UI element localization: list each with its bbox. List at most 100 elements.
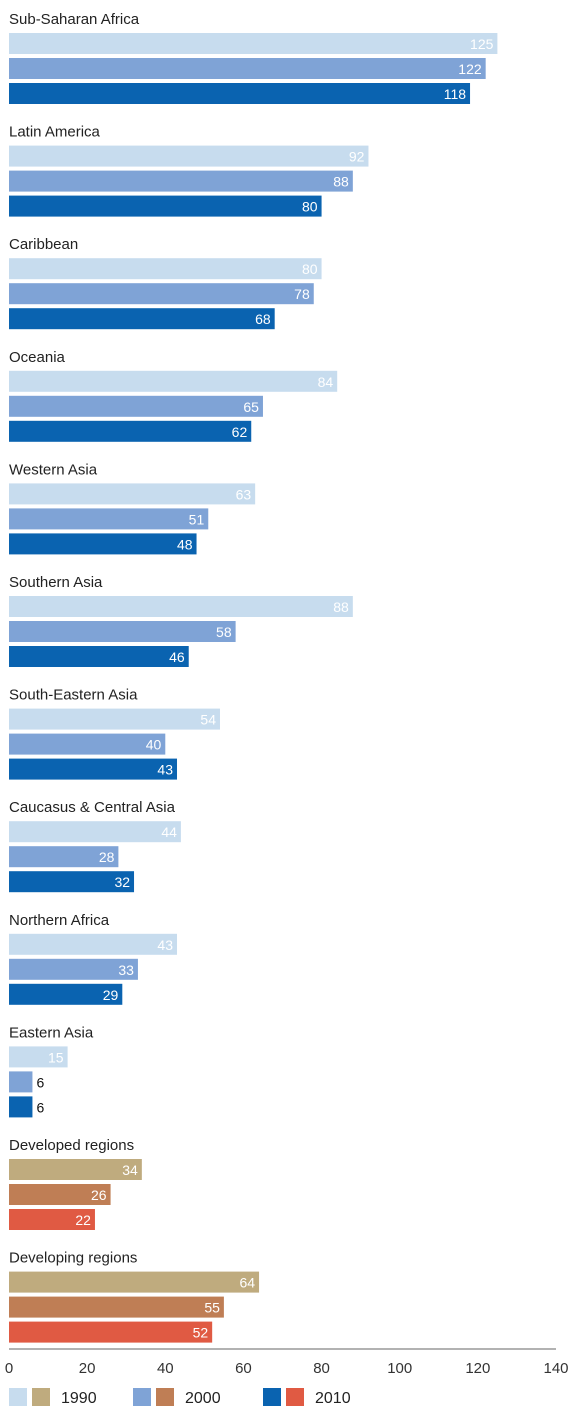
bar [9, 33, 498, 54]
bar [9, 871, 135, 893]
x-tick-label: 40 [157, 1360, 174, 1377]
bar [9, 933, 178, 955]
bar-value-label: 55 [204, 1300, 220, 1316]
bar-group: Caribbean 80 78 68 [9, 236, 322, 330]
bar-value-label: 40 [146, 737, 162, 753]
legend-item: 2000 [133, 1388, 221, 1407]
bar-value-label: 62 [232, 424, 248, 440]
bar [9, 708, 220, 730]
bar-value-label: 22 [75, 1212, 91, 1228]
bar-value-label: 88 [333, 599, 349, 615]
bar-value-label: 29 [103, 987, 119, 1003]
bar-group: Oceania 84 65 62 [9, 349, 338, 442]
x-tick-label: 20 [79, 1360, 96, 1377]
x-tick-label: 100 [387, 1360, 412, 1377]
bar-value-label: 43 [157, 937, 173, 953]
category-label: Caucasus & Central Asia [9, 799, 176, 816]
category-label: Oceania [9, 349, 66, 366]
bar [9, 258, 322, 280]
legend-swatch [263, 1388, 281, 1406]
legend-swatch [286, 1388, 304, 1406]
bar-value-label: 34 [122, 1162, 138, 1178]
legend-swatch [32, 1388, 50, 1406]
bar [9, 1046, 68, 1068]
legend-item: 1990 [9, 1388, 97, 1407]
category-label: Southern Asia [9, 574, 103, 591]
bar-value-label: 65 [243, 399, 259, 415]
bar [9, 533, 197, 555]
category-label: Developing regions [9, 1250, 137, 1267]
bar [9, 1096, 33, 1118]
bar-value-label: 125 [470, 36, 494, 52]
bar-group: Northern Africa 43 33 29 [9, 912, 178, 1005]
bar [9, 195, 322, 217]
bar-value-label: 92 [349, 149, 365, 165]
bar [9, 308, 275, 330]
bar-value-label: 28 [99, 849, 115, 865]
bar-value-label: 6 [36, 1099, 44, 1115]
bar-group: Developing regions 64 55 52 [9, 1250, 260, 1343]
bar-value-label: 43 [157, 762, 173, 778]
legend-item: 2010 [263, 1388, 351, 1407]
bar-group: Caucasus & Central Asia 44 28 32 [9, 799, 181, 893]
bar-value-label: 68 [255, 311, 271, 327]
category-label: South-Eastern Asia [9, 687, 138, 704]
bar [9, 983, 123, 1005]
bar [9, 846, 119, 868]
bar-value-label: 32 [114, 874, 130, 890]
bar [9, 1296, 224, 1318]
bar [9, 1271, 260, 1293]
bar-value-label: 80 [302, 199, 318, 215]
bar [9, 145, 369, 167]
x-axis: 0 20 40 60 80 100 120 140 [5, 1348, 569, 1377]
x-tick-label: 140 [543, 1360, 568, 1377]
bar [9, 646, 189, 667]
bar-value-label: 58 [216, 624, 232, 640]
bar [9, 370, 338, 392]
bar-group: Western Asia 63 51 48 [9, 461, 256, 555]
bar-value-label: 26 [91, 1187, 107, 1203]
bar [9, 1184, 111, 1205]
bar [9, 395, 263, 417]
category-label: Latin America [9, 124, 101, 141]
bar [9, 1321, 213, 1343]
bar [9, 58, 486, 79]
bar [9, 1209, 95, 1230]
bar-value-label: 33 [118, 962, 134, 978]
bar [9, 821, 181, 843]
bar-value-label: 48 [177, 536, 193, 552]
x-tick-label: 60 [235, 1360, 252, 1377]
bar [9, 420, 252, 442]
legend-swatch [156, 1388, 174, 1406]
legend: 1990 2000 2010 [9, 1388, 351, 1407]
bar-value-label: 118 [444, 86, 467, 102]
bar-group: Southern Asia 88 58 46 [9, 574, 353, 667]
bar-group: Sub-Saharan Africa 125 122 118 [9, 11, 498, 104]
category-label: Northern Africa [9, 912, 110, 929]
x-tick-label: 80 [313, 1360, 330, 1377]
bar [9, 283, 314, 305]
bar-value-label: 78 [294, 286, 310, 302]
bar [9, 958, 138, 980]
bar-group: South-Eastern Asia 54 40 43 [9, 687, 220, 780]
bar [9, 758, 178, 780]
legend-swatch [133, 1388, 151, 1406]
bar-value-label: 52 [193, 1325, 209, 1341]
bar-value-label: 80 [302, 261, 318, 277]
legend-label: 2000 [185, 1390, 221, 1407]
category-label: Eastern Asia [9, 1024, 94, 1041]
bar [9, 508, 209, 530]
bar [9, 1071, 33, 1093]
bar [9, 483, 256, 505]
category-label: Caribbean [9, 236, 78, 253]
bar [9, 1159, 142, 1180]
x-tick-label: 120 [465, 1360, 490, 1377]
bar-value-label: 51 [189, 511, 205, 527]
bar [9, 596, 353, 617]
x-tick-label: 0 [5, 1360, 13, 1377]
bar-groups: Sub-Saharan Africa 125 122 118 Latin America… [9, 11, 498, 1343]
